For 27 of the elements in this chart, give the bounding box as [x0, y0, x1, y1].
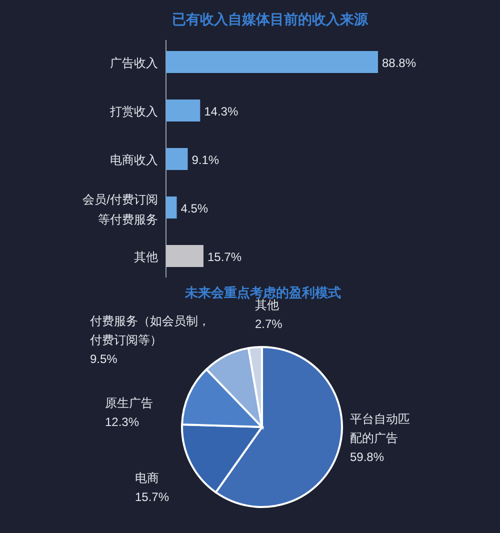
- y-tick-label: 其他: [134, 250, 158, 264]
- chart-title: 未来会重点考虑的盈利模式: [184, 285, 341, 300]
- data-label: 15.7%: [135, 490, 170, 504]
- data-label: 88.8%: [382, 56, 416, 70]
- bar: [166, 148, 188, 170]
- slice-label: 付费服务（如会员制，付费订阅等）: [89, 314, 210, 347]
- data-label: 9.1%: [192, 153, 220, 167]
- slice-label: 平台自动匹配的广告: [350, 412, 410, 445]
- data-label: 15.7%: [207, 250, 242, 264]
- slice-label: 原生广告: [105, 396, 153, 410]
- y-tick-label: 打赏收入: [109, 104, 158, 118]
- slice-label: 电商: [135, 471, 159, 485]
- data-label: 59.8%: [350, 450, 384, 464]
- bar: [166, 196, 177, 218]
- data-label: 14.3%: [204, 104, 238, 118]
- data-label: 4.5%: [180, 202, 208, 216]
- data-label: 2.7%: [255, 317, 283, 331]
- data-label: 9.5%: [90, 352, 118, 366]
- bar: [166, 100, 200, 122]
- data-label: 12.3%: [105, 415, 140, 429]
- chart-title: 已有收入自媒体目前的收入来源: [172, 11, 369, 27]
- slice-label: 其他: [255, 298, 279, 312]
- y-tick-label: 会员/付费订阅等付费服务: [82, 192, 158, 226]
- y-tick-label: 电商收入: [110, 153, 158, 167]
- bar: [166, 245, 204, 267]
- y-tick-label: 广告收入: [110, 56, 158, 70]
- bar: [166, 51, 378, 73]
